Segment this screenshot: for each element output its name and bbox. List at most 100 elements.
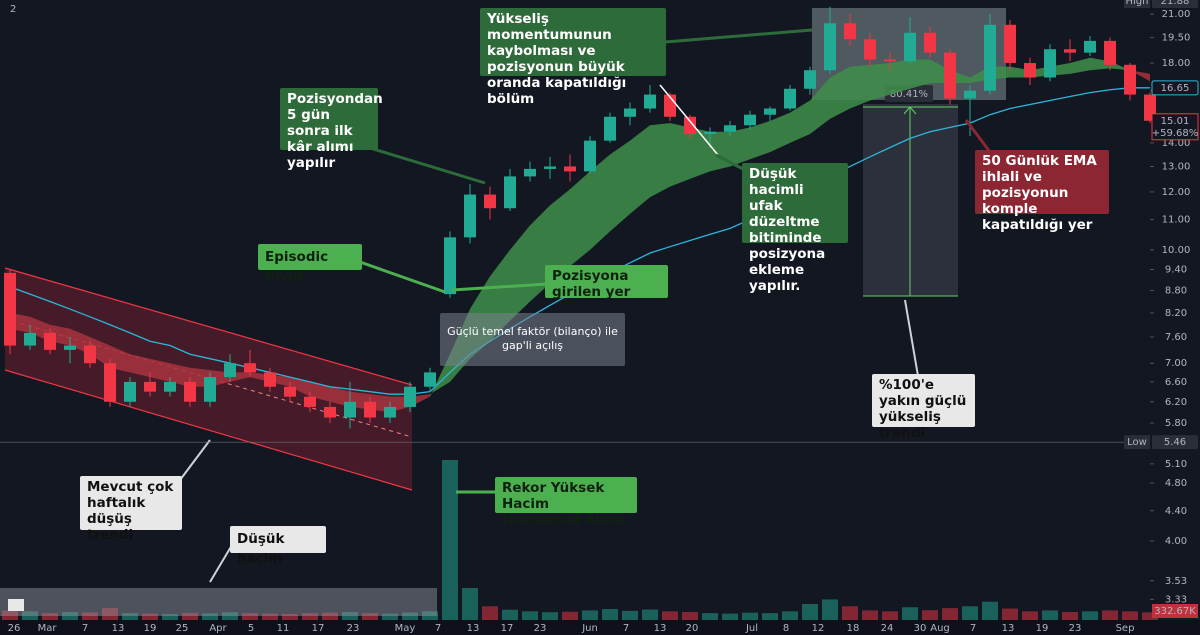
candle-body [1084,40,1096,53]
channel-line [4,267,413,386]
volume-bar [622,610,638,620]
y-axis-strip [1150,0,1200,620]
x-tick-label: Apr [209,623,227,634]
y-tick-label: 18.00 [1162,58,1191,69]
volume-bar [182,612,198,620]
candle-body [144,381,156,392]
candle-body [524,168,536,177]
volume-bar [542,612,558,620]
ribbon-segment [810,77,830,134]
candle-body [544,166,556,169]
y-tick-label: 8.80 [1165,285,1187,296]
ribbon-segment [510,225,530,321]
x-tick-label: May [395,623,416,634]
top-left-label: 2 [10,4,16,15]
x-tick-label: 19 [1036,623,1049,634]
candle-body [324,406,336,418]
volume-bar [662,611,678,620]
measure-tool: 80.41% [863,85,958,297]
y-tick-label: 3.53 [1165,576,1187,587]
candle-body [1064,49,1076,53]
volume-bar [882,611,898,620]
candle-body [744,114,756,126]
ribbon-segment [590,154,610,250]
volume-bar [1022,611,1038,620]
ribbon-segment [90,337,110,368]
volume-bar [62,612,78,620]
y-tick-label: 7.00 [1165,358,1187,369]
volume-bar [582,610,598,620]
volume-bar [1002,608,1018,620]
ema-label-bg [1151,80,1199,96]
y-tick-label: 4.00 [1165,536,1187,547]
annotation: Yükseliş momentumunun kaybolması ve pozi… [480,8,666,107]
candle-body [624,108,636,117]
candle-body [764,108,776,115]
x-tick-label: 23 [1069,623,1082,634]
y-tick-label: 5.80 [1165,418,1187,429]
connector [209,544,233,583]
candle-body [104,363,116,402]
ribbon-segment [130,354,150,378]
volume-bar [422,611,438,620]
candle-body [484,194,496,209]
candle-body [164,381,176,392]
annotation: Rekor Yüksek Hacim (Kurumsal Alım) [495,477,637,528]
volume-bar [2,610,18,620]
y-tick-label: 4.40 [1165,506,1187,517]
ema-label: 16.65 [1161,83,1190,94]
volume-bar [602,609,618,620]
candle-body [344,401,356,418]
y-tick-label: 14.00 [1162,138,1191,149]
ribbon-segment [630,125,650,214]
ribbon-segment [550,189,570,284]
candle-body [644,94,656,109]
volume-bar [22,611,38,620]
y-tick-label: 13.00 [1162,161,1191,172]
candle-body [1044,49,1056,78]
ribbon-segment [770,112,790,153]
candle-body [964,90,976,99]
candle-body [264,372,276,387]
volume-bar [1102,610,1118,620]
x-tick-label: 13 [1002,623,1015,634]
annotation: Düşük hacimli ufak düzeltme bitiminde po… [742,163,848,294]
low-label-bg [1152,435,1198,450]
candle-body [84,345,96,364]
volume-bar [722,613,738,620]
last-volume: 332.67K [1154,606,1196,617]
x-tick-label: 19 [144,623,157,634]
volume-bar [922,610,938,620]
volume-bar [962,606,978,620]
volume-bar [1142,612,1158,620]
volume-bar [982,601,998,620]
y-tick-label: 21.00 [1162,9,1191,20]
candle-body [204,377,216,402]
connectors [179,28,992,583]
candle-body [904,32,916,62]
candle-body [564,166,576,172]
candle-body [64,345,76,350]
annotation: Düşük hacim [230,526,326,567]
annotation: Mevcut çok haftalık düşüş trendi [80,476,182,543]
y-tick-label: 4.80 [1165,478,1187,489]
candle-body [124,381,136,402]
y-tick-label: 6.20 [1165,397,1187,408]
x-tick-label: Mar [38,623,58,634]
y-tick-label: 11.00 [1162,215,1191,226]
last-price-bg [1151,113,1199,141]
volume-bar [402,612,418,620]
y-tick-label: 6.60 [1165,377,1187,388]
x-tick-label: 18 [847,623,860,634]
low-label: 5.46 [1164,437,1186,448]
candle-body [184,381,196,402]
ribbon-segment [150,358,170,382]
volume-bar [522,611,538,620]
volume-bar [762,613,778,620]
volume-bar [322,612,338,620]
candle-body [844,23,856,40]
high-label-tag-bg [1124,0,1150,9]
candle-body [884,59,896,62]
x-tick-label: 13 [467,623,480,634]
annotation: Pozisyona girilen yer [545,265,668,300]
